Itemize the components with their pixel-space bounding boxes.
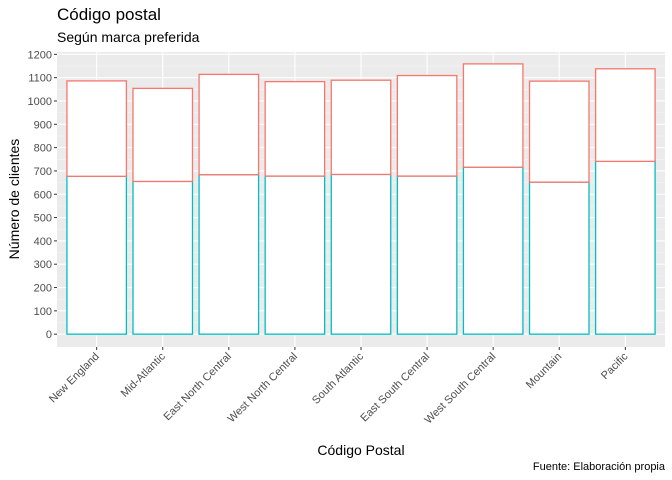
y-axis-title: Número de clientes	[6, 139, 22, 260]
y-tick-label: 200	[34, 283, 52, 295]
y-tick-label: 1000	[28, 96, 52, 108]
x-tick-label: West North Central	[226, 351, 300, 425]
bar-segment	[396, 175, 458, 335]
y-tick-label: 1100	[28, 73, 52, 85]
bar-segment	[264, 80, 326, 177]
y-tick-label: 300	[34, 259, 52, 271]
x-tick-label: Pacific	[599, 350, 631, 382]
y-tick-label: 400	[34, 236, 52, 248]
chart-caption: Fuente: Elaboración propia	[533, 461, 666, 473]
bar-segment	[396, 74, 458, 177]
y-tick-label: 500	[34, 213, 52, 225]
x-axis-title: Código Postal	[317, 442, 404, 458]
bar-segment	[528, 181, 590, 335]
bar-segment	[594, 68, 656, 163]
bar-segment	[594, 160, 656, 335]
bar-segment	[330, 173, 392, 335]
x-tick-label: West South Central	[423, 351, 499, 427]
x-tick-label: South Atlantic	[310, 350, 366, 406]
y-tick-label: 900	[34, 119, 52, 131]
bar-segment	[66, 175, 128, 335]
chart-title: Código postal	[57, 5, 161, 24]
x-tick-label: East North Central	[161, 351, 233, 423]
bar-segment	[198, 73, 260, 176]
y-tick-label: 1200	[28, 49, 52, 61]
bar-segment	[264, 175, 326, 335]
chart-subtitle: Según marca preferida	[57, 29, 200, 45]
y-axis: 0 100 200 300 400 500 600 700 800 900 1000 1100 1200	[28, 49, 57, 341]
y-tick-label: 0	[46, 329, 52, 341]
bar-segment	[330, 79, 392, 176]
bar-segment	[132, 180, 194, 335]
y-tick-label: 600	[34, 189, 52, 201]
y-tick-label: 700	[34, 166, 52, 178]
bar-segment	[462, 63, 524, 168]
bar-segment	[132, 87, 194, 183]
x-tick-label: Mid-Atlantic	[119, 350, 168, 399]
bars	[66, 63, 656, 335]
x-tick-label: East South Central	[358, 351, 432, 425]
y-tick-label: 100	[34, 306, 52, 318]
bar-segment	[462, 166, 524, 335]
bar-segment	[528, 80, 590, 183]
x-tick-label: New England	[47, 351, 102, 406]
y-tick-label: 800	[34, 143, 52, 155]
bar-segment	[198, 174, 260, 335]
bar-segment	[66, 80, 128, 177]
x-tick-label: Mountain	[524, 351, 564, 391]
